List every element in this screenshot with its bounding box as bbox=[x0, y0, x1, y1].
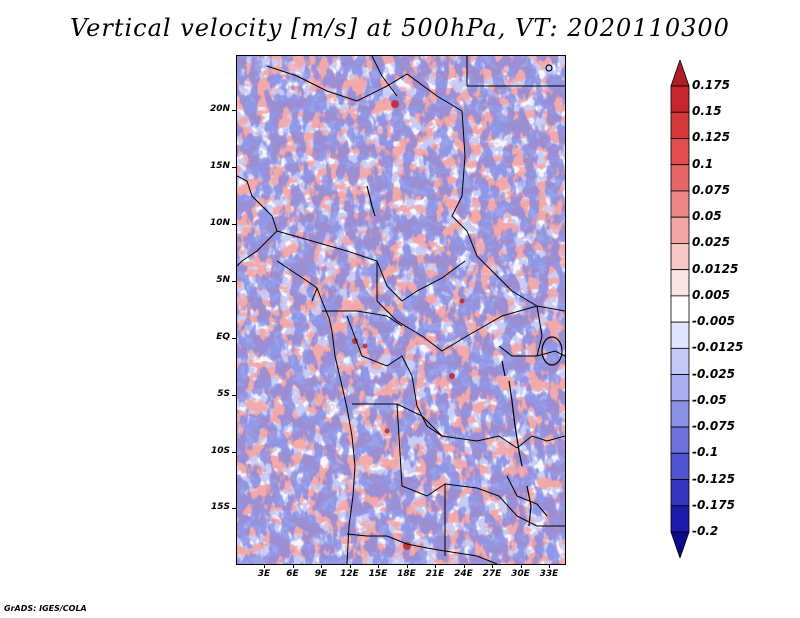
lon-label: 15E bbox=[368, 569, 388, 579]
colorbar-label: 0.125 bbox=[692, 130, 730, 145]
colorbar-bin bbox=[670, 190, 690, 218]
colorbar-label: -0.025 bbox=[692, 366, 735, 381]
colorbar-label: -0.175 bbox=[692, 497, 735, 512]
colorbar-label: -0.2 bbox=[692, 524, 719, 538]
colorbar-bin bbox=[670, 269, 690, 297]
colorbar-bin bbox=[670, 85, 690, 113]
lon-tick bbox=[378, 564, 379, 568]
colorbar-bin bbox=[670, 216, 690, 244]
colorbar bbox=[670, 60, 690, 558]
lat-label: EQ bbox=[216, 332, 230, 342]
colorbar-max-arrow bbox=[670, 60, 690, 87]
chart-title: Vertical velocity [m/s] at 500hPa, VT: 2… bbox=[70, 14, 730, 42]
colorbar-bin bbox=[670, 452, 690, 480]
lat-tick bbox=[232, 395, 236, 396]
lon-label: 27E bbox=[482, 569, 502, 579]
lon-tick bbox=[349, 564, 351, 568]
lat-label: 20N bbox=[209, 104, 230, 114]
lat-label: 10N bbox=[209, 218, 230, 228]
colorbar-bin bbox=[670, 347, 690, 375]
colorbar-bin bbox=[670, 479, 690, 507]
lon-tick bbox=[406, 564, 408, 568]
lon-tick bbox=[520, 564, 522, 568]
lat-tick bbox=[232, 338, 236, 339]
lon-tick bbox=[463, 564, 465, 568]
colorbar-label: -0.125 bbox=[692, 471, 735, 486]
vertical-velocity-field bbox=[237, 56, 565, 564]
colorbar-bin bbox=[670, 243, 690, 271]
colorbar-bin bbox=[670, 295, 690, 323]
grads-credit: GrADS: IGES/COLA bbox=[4, 604, 87, 613]
colorbar-label: 0.025 bbox=[692, 235, 730, 250]
colorbar-bin bbox=[670, 111, 690, 139]
colorbar-label: -0.005 bbox=[692, 314, 735, 329]
lon-label: 9E bbox=[314, 569, 328, 579]
country-borders bbox=[237, 56, 565, 564]
lon-label: 12E bbox=[340, 569, 359, 579]
lat-tick bbox=[232, 224, 236, 225]
colorbar-label: 0.175 bbox=[692, 78, 730, 92]
lakes bbox=[366, 64, 563, 527]
colorbar-label: 0.05 bbox=[692, 209, 722, 224]
colorbar-label: 0.0125 bbox=[692, 261, 739, 276]
colorbar-bin bbox=[670, 505, 690, 533]
colorbar-bin bbox=[670, 164, 690, 192]
lon-label: 30E bbox=[511, 569, 530, 579]
lon-tick bbox=[264, 564, 265, 568]
lat-label: 5S bbox=[217, 389, 230, 399]
lat-tick bbox=[232, 167, 236, 168]
lat-tick bbox=[232, 452, 236, 453]
lon-label: 24E bbox=[454, 569, 473, 579]
lat-label: 15N bbox=[209, 161, 230, 171]
colorbar-label: 0.1 bbox=[692, 156, 714, 171]
lat-label: 10S bbox=[210, 446, 230, 456]
colorbar-bin bbox=[670, 426, 690, 454]
colorbar-bin bbox=[670, 321, 690, 349]
colorbar-bin bbox=[670, 374, 690, 402]
lon-label: 33E bbox=[539, 569, 559, 579]
colorbar-label: 0.005 bbox=[692, 287, 730, 302]
colorbar-min-arrow bbox=[670, 531, 690, 558]
lon-label: 6E bbox=[286, 569, 299, 579]
colorbar-bin bbox=[670, 400, 690, 428]
lon-tick bbox=[549, 564, 550, 568]
map-panel bbox=[236, 55, 566, 565]
lat-label: 15S bbox=[210, 502, 230, 512]
colorbar-label: 0.075 bbox=[692, 182, 730, 197]
colorbar-label: -0.1 bbox=[692, 445, 719, 460]
colorbar-label: -0.05 bbox=[692, 392, 727, 407]
lat-tick bbox=[232, 281, 236, 282]
lon-tick bbox=[492, 564, 493, 568]
colorbar-label: 0.15 bbox=[692, 104, 722, 119]
lon-label: 3E bbox=[257, 569, 271, 579]
colorbar-label: -0.0125 bbox=[692, 340, 744, 355]
lon-tick bbox=[292, 564, 294, 568]
lon-tick bbox=[435, 564, 436, 568]
lon-label: 18E bbox=[397, 569, 416, 579]
lat-tick bbox=[232, 110, 236, 111]
lon-label: 21E bbox=[425, 569, 445, 579]
lon-tick bbox=[321, 564, 322, 568]
colorbar-label: -0.075 bbox=[692, 419, 735, 434]
lat-tick bbox=[232, 508, 236, 509]
lat-label: 5N bbox=[216, 275, 230, 285]
colorbar-bin bbox=[670, 138, 690, 166]
